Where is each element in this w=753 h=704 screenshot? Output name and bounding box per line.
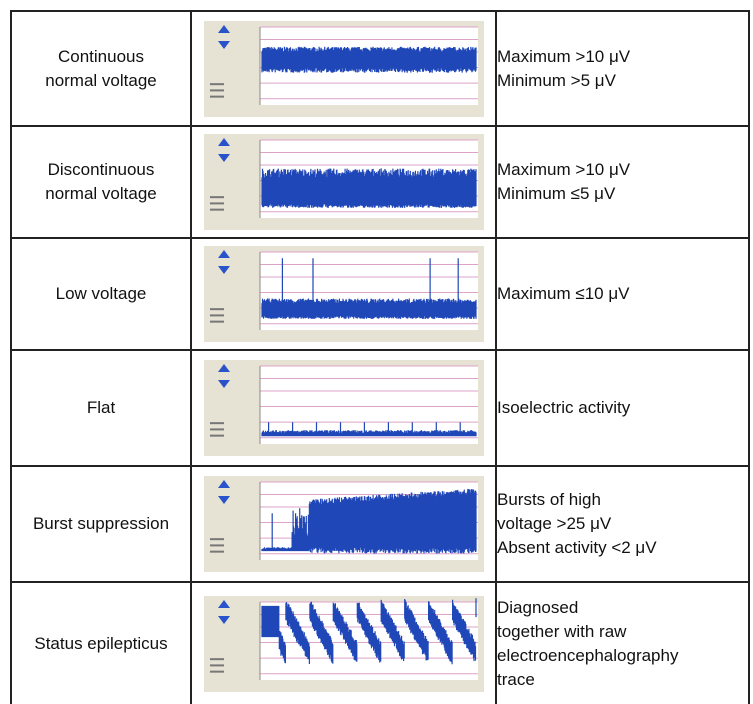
aeeg-trace-low (203, 246, 484, 342)
criteria-text: Maximum ≤10 μV (497, 284, 630, 303)
criteria-cell: Isoelectric activity (495, 349, 750, 467)
panel-scale-mark (209, 88, 224, 91)
table-row: Low voltage Maximum ≤10 μV (10, 237, 750, 351)
arrow-up-icon (217, 250, 230, 258)
criteria-text: Bursts of high (497, 490, 601, 509)
aeeg-trace-discontinuous (203, 134, 484, 230)
pattern-name-cell: Continuous normal voltage (10, 10, 192, 127)
eeg-patterns-table: Continuous normal voltage Maximum >10 μV Mi… (10, 10, 750, 704)
panel-scale-mark (209, 320, 224, 323)
panel-scale-mark (209, 308, 224, 311)
criteria-cell: Bursts of high voltage >25 μV Absent activ… (495, 465, 750, 583)
table-row: Discontinuous normal voltage Maximum >10 μ… (10, 125, 750, 239)
criteria-text: Diagnosed (497, 597, 579, 617)
criteria-text: Maximum >10 μV (497, 160, 631, 179)
trace-cell (190, 581, 497, 704)
pattern-name: normal voltage (45, 184, 157, 203)
criteria-text: together with raw (497, 621, 627, 641)
eeg-amplitude-trace (260, 46, 477, 73)
arrow-up-icon (217, 138, 230, 146)
eeg-amplitude-trace (260, 597, 477, 664)
pattern-name: Low voltage (55, 284, 147, 303)
arrow-up-icon (217, 364, 230, 372)
trace-cell (190, 237, 497, 351)
criteria-cell: Maximum >10 μV Minimum ≤5 μV (495, 125, 750, 239)
table-row: Continuous normal voltage Maximum >10 μV Mi… (10, 10, 750, 127)
panel-scale-mark (209, 670, 224, 673)
pattern-name: normal voltage (45, 70, 157, 90)
criteria-text: trace (497, 669, 535, 689)
trace-cell (190, 10, 497, 127)
criteria-text: Minimum ≤5 μV (497, 184, 616, 203)
criteria-text: Absent activity <2 μV (497, 538, 657, 557)
panel-scale-mark (209, 538, 224, 541)
criteria-cell: Maximum >10 μV Minimum >5 μV (495, 10, 750, 127)
arrow-down-icon (217, 40, 230, 49)
aeeg-trace-status (203, 595, 484, 692)
eeg-amplitude-trace (260, 168, 477, 208)
trace-cell (190, 465, 497, 583)
criteria-text: electroencephalography (497, 645, 679, 665)
pattern-name: Burst suppression (32, 514, 170, 533)
table-row: Burst suppression Bursts of high voltage >… (10, 465, 750, 583)
arrow-up-icon (217, 480, 230, 488)
panel-scale-mark (209, 95, 224, 98)
criteria-text: Minimum >5 μV (497, 70, 616, 90)
pattern-name-cell: Flat (10, 349, 192, 467)
panel-scale-mark (209, 544, 224, 547)
panel-scale-mark (209, 422, 224, 425)
trace-cell (190, 349, 497, 467)
pattern-name: Discontinuous (47, 160, 155, 179)
aeeg-trace-continuous (203, 20, 484, 117)
table-row: Flat Isoelectric activity (10, 349, 750, 467)
panel-scale-mark (209, 657, 224, 660)
eeg-amplitude-trace (260, 422, 477, 437)
arrow-up-icon (217, 599, 230, 608)
panel-scale-mark (209, 196, 224, 199)
arrow-up-icon (217, 24, 230, 33)
pattern-name-cell: Burst suppression (10, 465, 192, 583)
arrow-down-icon (217, 496, 230, 504)
pattern-name-cell: Discontinuous normal voltage (10, 125, 192, 239)
panel-scale-mark (209, 428, 224, 431)
criteria-cell: Maximum ≤10 μV (495, 237, 750, 351)
pattern-name: Continuous (57, 46, 144, 66)
table-row: Status epilepticus Diagnosed together with… (10, 581, 750, 704)
panel-scale-mark (209, 663, 224, 666)
eeg-amplitude-trace (260, 258, 477, 319)
panel-scale-mark (209, 208, 224, 211)
aeeg-trace-burst (203, 476, 484, 572)
pattern-name: Status epilepticus (34, 633, 168, 653)
panel-scale-mark (209, 550, 224, 553)
trace-cell (190, 125, 497, 239)
eeg-amplitude-trace (260, 489, 477, 554)
arrow-down-icon (217, 380, 230, 388)
criteria-cell: Diagnosed together with raw electroencepha… (495, 581, 750, 704)
panel-scale-mark (209, 314, 224, 317)
panel-scale-mark (209, 82, 224, 85)
pattern-name: Flat (86, 398, 116, 417)
arrow-down-icon (217, 154, 230, 162)
panel-scale-mark (209, 202, 224, 205)
pattern-name-cell: Low voltage (10, 237, 192, 351)
criteria-text: voltage >25 μV (497, 514, 612, 533)
panel-scale-mark (209, 434, 224, 437)
criteria-text: Isoelectric activity (497, 398, 631, 417)
arrow-down-icon (217, 266, 230, 274)
criteria-text: Maximum >10 μV (497, 46, 631, 66)
aeeg-trace-flat (203, 360, 484, 456)
pattern-name-cell: Status epilepticus (10, 581, 192, 704)
arrow-down-icon (217, 615, 230, 624)
